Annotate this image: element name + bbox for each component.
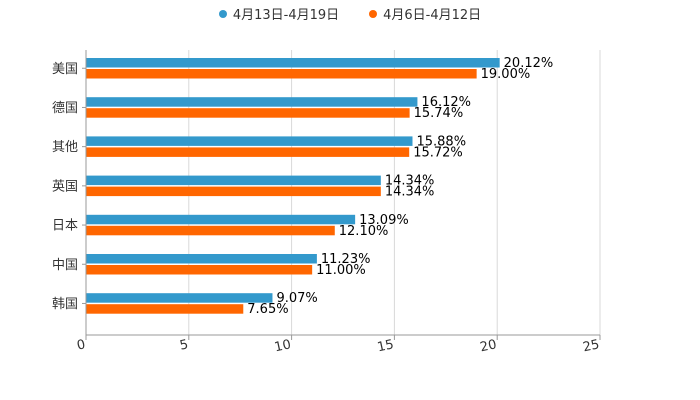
bar-series-2-0[interactable] <box>86 69 477 79</box>
bar-series-1-3[interactable] <box>86 175 381 186</box>
legend-marker-series-1 <box>218 9 227 18</box>
category-label-4: 日本 <box>52 219 78 234</box>
bar-series-2-6[interactable] <box>86 304 244 314</box>
bar-series-2-2[interactable] <box>86 147 410 157</box>
category-label-0: 美国 <box>52 62 78 77</box>
data-label-series-2-0: 19.00% <box>481 67 531 82</box>
data-label-series-2-1: 15.74% <box>414 106 464 121</box>
bar-series-1-1[interactable] <box>86 97 418 107</box>
bar-series-2-1[interactable] <box>86 108 410 118</box>
category-label-5: 中国 <box>52 258 78 273</box>
data-label-series-2-6: 7.65% <box>247 302 288 317</box>
data-label-series-1-2: 15.88% <box>416 134 466 149</box>
data-label-series-1-6: 9.07% <box>276 291 317 306</box>
bar-series-1-5[interactable] <box>86 254 317 264</box>
bar-series-1-4[interactable] <box>86 214 356 225</box>
legend: 4月13日-4月19日 4月6日-4月12日 <box>0 4 700 23</box>
data-label-series-2-4: 12.10% <box>339 224 389 239</box>
category-label-6: 韩国 <box>52 297 78 312</box>
x-axis: 0 5 10 15 20 25 <box>76 50 601 355</box>
x-tick-label-15: 15 <box>376 337 395 355</box>
data-label-series-2-3: 14.34% <box>385 185 435 200</box>
bar-series-2-3[interactable] <box>86 186 381 197</box>
x-tick-label-0: 0 <box>76 337 87 353</box>
data-label-series-2-5: 11.00% <box>316 263 366 278</box>
bar-series-1-2[interactable] <box>86 136 413 146</box>
bar-series-2-5[interactable] <box>86 265 313 275</box>
legend-label-series-1: 4月13日-4月19日 <box>232 8 340 23</box>
category-label-3: 英国 <box>52 179 78 194</box>
bar-series-2-4[interactable] <box>86 225 335 236</box>
x-tick-label-10: 10 <box>273 337 292 355</box>
data-labels: 20.12%19.00% 16.12%15.74% 15.88%15.72% 14.3… <box>247 56 553 317</box>
bar-series-1-0[interactable] <box>86 58 500 68</box>
bar-series-1-6[interactable] <box>86 293 273 303</box>
legend-label-series-2: 4月6日-4月12日 <box>383 8 482 23</box>
category-label-2: 其他 <box>52 140 78 155</box>
x-tick-label-25: 25 <box>582 337 601 355</box>
legend-item-series-2[interactable]: 4月6日-4月12日 <box>369 4 481 23</box>
legend-item-series-1[interactable]: 4月13日-4月19日 <box>218 4 340 23</box>
category-label-1: 德国 <box>52 101 78 116</box>
data-label-series-1-3: 14.34% <box>385 174 435 189</box>
bars <box>86 58 500 314</box>
data-label-series-1-1: 16.12% <box>421 95 471 110</box>
data-label-series-1-4: 13.09% <box>359 213 409 228</box>
data-label-series-1-5: 11.23% <box>321 252 371 267</box>
x-tick-label-20: 20 <box>479 337 498 355</box>
data-label-series-2-2: 15.72% <box>413 145 463 160</box>
legend-marker-series-2 <box>369 9 378 18</box>
x-tick-label-5: 5 <box>178 337 189 353</box>
data-label-series-1-0: 20.12% <box>504 56 554 71</box>
